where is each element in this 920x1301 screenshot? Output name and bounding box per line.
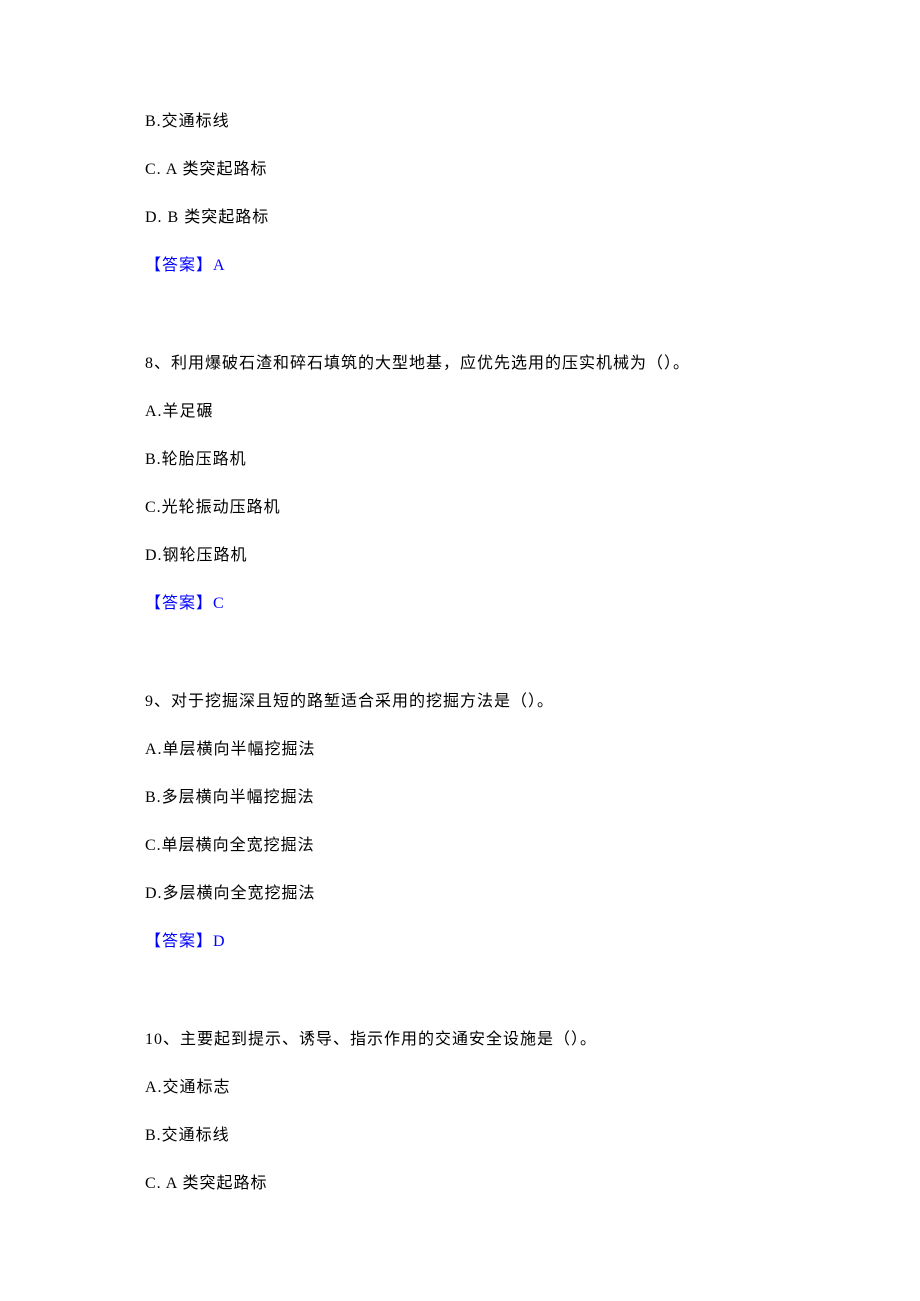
q9-option-a: A.单层横向半幅挖掘法 [145,738,775,762]
gap [145,978,775,1028]
q10-stem: 10、主要起到提示、诱导、指示作用的交通安全设施是（）。 [145,1028,775,1052]
q8-stem: 8、利用爆破石渣和碎石填筑的大型地基，应优先选用的压实机械为（）。 [145,352,775,376]
q8-option-b: B.轮胎压路机 [145,448,775,472]
q10-option-b: B.交通标线 [145,1124,775,1148]
q9-option-b: B.多层横向半幅挖掘法 [145,786,775,810]
document-page: B.交通标线 C. A 类突起路标 D. B 类突起路标 【答案】A 8、利用爆… [0,0,920,1280]
answer-value: D [213,933,226,950]
q9-option-d: D.多层横向全宽挖掘法 [145,882,775,906]
q7-option-b: B.交通标线 [145,110,775,134]
gap [145,302,775,352]
q8-option-c: C.光轮振动压路机 [145,496,775,520]
q7-option-d: D. B 类突起路标 [145,206,775,230]
q9-stem: 9、对于挖掘深且短的路堑适合采用的挖掘方法是（）。 [145,690,775,714]
q7-answer: 【答案】A [145,254,775,278]
answer-label: 【答案】 [145,933,213,950]
q8-option-a: A.羊足碾 [145,400,775,424]
answer-label: 【答案】 [145,257,213,274]
q10-option-a: A.交通标志 [145,1076,775,1100]
answer-value: A [213,257,226,274]
q10-option-c: C. A 类突起路标 [145,1172,775,1196]
q7-option-c: C. A 类突起路标 [145,158,775,182]
q8-option-d: D.钢轮压路机 [145,544,775,568]
q9-option-c: C.单层横向全宽挖掘法 [145,834,775,858]
answer-label: 【答案】 [145,595,213,612]
gap [145,640,775,690]
q9-answer: 【答案】D [145,930,775,954]
answer-value: C [213,595,225,612]
q8-answer: 【答案】C [145,592,775,616]
